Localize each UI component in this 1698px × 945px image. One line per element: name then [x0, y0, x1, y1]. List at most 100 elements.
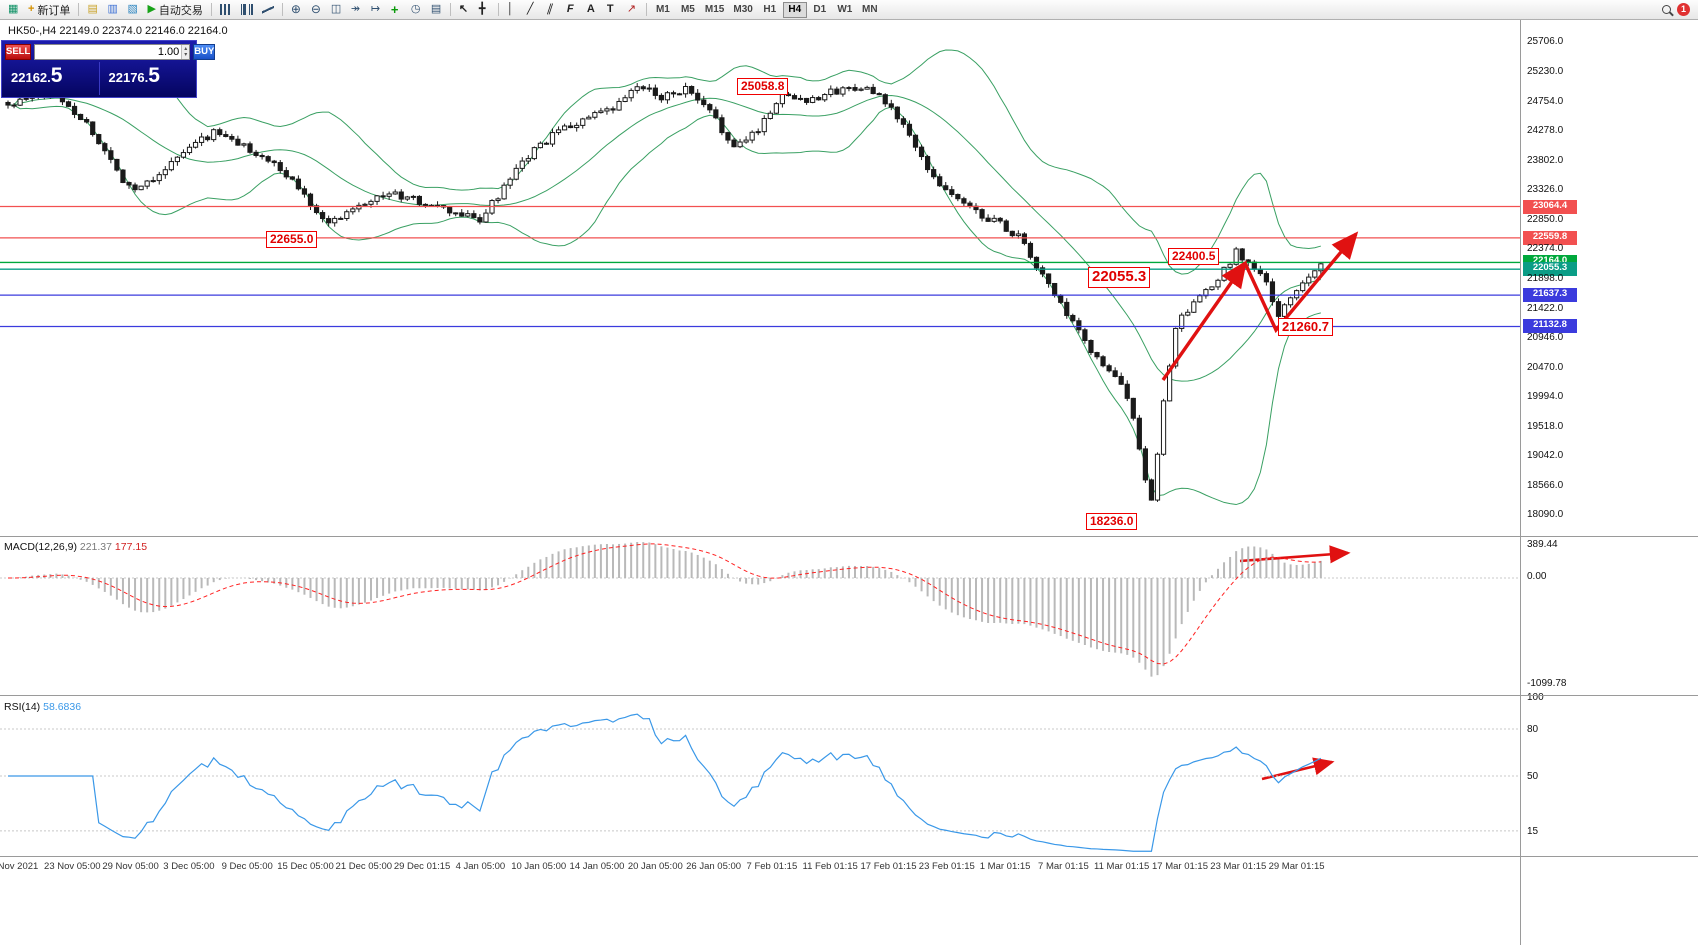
chart-shift-button[interactable]: ↦ [367, 1, 386, 18]
price-annotation[interactable]: 22400.5 [1168, 248, 1220, 265]
macd-histogram [13, 542, 1322, 677]
time-axis-label: 17 Feb 01:15 [860, 861, 917, 872]
vertical-line-button[interactable]: │ [503, 1, 522, 18]
zoom-out-button[interactable]: ⊖ [307, 1, 326, 18]
panel-separator[interactable] [0, 536, 1698, 537]
level-lines [0, 205, 1520, 328]
rsi-axis-label: 50 [1527, 771, 1539, 782]
rsi-axis-label: 15 [1527, 826, 1539, 837]
time-axis-label: 7 Mar 01:15 [1038, 861, 1089, 872]
timeframe-mn[interactable]: MN [858, 2, 882, 18]
timeframe-h4[interactable]: H4 [782, 1, 807, 18]
macd-signal-line [7, 543, 1321, 665]
text-icon: A [586, 3, 595, 15]
line-chart-button[interactable] [258, 1, 278, 18]
price-tick-label: 24278.0 [1527, 125, 1564, 137]
price-annotation[interactable]: 22055.3 [1088, 267, 1151, 288]
clock-icon: ◷ [410, 3, 421, 15]
auto-trading-button[interactable]: ▶ 自动交易 [143, 1, 206, 18]
timeframe-m30[interactable]: M30 [729, 2, 756, 18]
price-axis: 23064.4 22559.8 22164.0 22055.3 21637.3 21132… [1520, 20, 1698, 945]
templates-button[interactable]: ▤ [427, 1, 446, 18]
price-tick-label: 19042.0 [1527, 450, 1564, 462]
sell-price[interactable]: 22162.5 [2, 62, 100, 95]
price-tick-label: 23326.0 [1527, 184, 1564, 196]
new-order-button[interactable]: + 新订单 [24, 1, 74, 18]
price-annotation[interactable]: 22655.0 [266, 231, 318, 248]
macd-value-signal: 177.15 [114, 541, 148, 553]
trend-arrow [1243, 231, 1359, 334]
time-axis-label: 17 Mar 01:15 [1152, 861, 1208, 872]
market-watch-button[interactable]: ▤ [83, 1, 102, 18]
main-toolbar: ▦ + 新订单 ▤ ▥ ▧ ▶ 自动交易 ⊕ ⊖ ◫ ↠ ↦ + ◷ ▤ ↖ ╋ │… [0, 0, 1698, 20]
macd-panel-canvas[interactable] [0, 537, 1520, 696]
timeframe-m5[interactable]: M5 [676, 2, 700, 18]
price-line-badge: 22055.3 [1523, 262, 1577, 277]
bar-chart-button[interactable] [216, 1, 236, 18]
auto-scroll-button[interactable]: ↠ [347, 1, 366, 18]
rsi-panel-canvas[interactable] [0, 696, 1520, 857]
trendline-button[interactable]: ╱ [523, 1, 542, 18]
sell-button[interactable]: SELL [5, 43, 32, 60]
candlestick-chart-button[interactable] [237, 1, 257, 18]
price-tick-label: 24754.0 [1527, 95, 1564, 107]
time-axis-label: 21 Dec 05:00 [335, 861, 393, 872]
time-axis-label: 3 Dec 05:00 [163, 861, 215, 872]
tile-windows-button[interactable]: ◫ [327, 1, 346, 18]
time-axis-label: 23 Mar 01:15 [1210, 861, 1267, 872]
chart-window-button[interactable]: ▦ [4, 1, 23, 18]
buy-price[interactable]: 22176.5 [108, 64, 160, 87]
data-window-icon: ▥ [107, 3, 118, 15]
price-tick-label: 21422.0 [1527, 302, 1564, 314]
crosshair-button[interactable]: ╋ [475, 1, 494, 18]
macd-axis-label: -1099.78 [1527, 678, 1567, 689]
timeframe-m15[interactable]: M15 [701, 2, 728, 18]
macd-value-main: 221.37 [79, 541, 112, 553]
zoom-in-button[interactable]: ⊕ [287, 1, 306, 18]
volume-up-icon[interactable]: ▴ [184, 45, 188, 52]
buy-button[interactable]: BUY [193, 43, 216, 60]
rsi-indicator-label: RSI(14) 58.6836 [4, 701, 81, 713]
periods-button[interactable]: ◷ [407, 1, 426, 18]
cursor-button[interactable]: ↖ [455, 1, 474, 18]
fibonacci-button[interactable]: F [563, 1, 582, 18]
cursor-icon: ↖ [458, 3, 469, 15]
arrow-tool-button[interactable]: ↗ [623, 1, 642, 18]
price-annotation[interactable]: 18236.0 [1086, 513, 1138, 530]
time-axis-label: 23 Nov 05:00 [44, 861, 101, 872]
price-annotation[interactable]: 25058.8 [737, 78, 789, 95]
new-order-label: 新订单 [37, 4, 71, 17]
navigator-button[interactable]: ▧ [123, 1, 142, 18]
price-tick-label: 19518.0 [1527, 420, 1564, 432]
time-axis-label: 15 Dec 05:00 [277, 861, 334, 872]
macd-axis-label: 0.00 [1527, 571, 1547, 582]
search-icon[interactable] [1662, 5, 1671, 14]
add-indicator-button[interactable]: + [387, 1, 406, 18]
macd-indicator-label: MACD(12,26,9) 221.37 177.15 [4, 541, 147, 553]
price-tick-label: 20946.0 [1527, 332, 1564, 344]
data-window-button[interactable]: ▥ [103, 1, 122, 18]
time-axis-label: 4 Jan 05:00 [455, 861, 506, 872]
main-chart-canvas[interactable] [0, 20, 1520, 537]
price-tick-label: 21898.0 [1527, 272, 1564, 284]
panel-separator[interactable] [0, 695, 1698, 696]
volume-input[interactable] [35, 44, 182, 59]
notification-badge[interactable]: 1 [1677, 3, 1690, 16]
market-watch-icon: ▤ [87, 3, 98, 15]
volume-spinner: ▴ ▾ [181, 44, 190, 59]
text-tool-button[interactable]: A [583, 1, 602, 18]
trend-arrow [1161, 260, 1247, 381]
price-annotation[interactable]: 21260.7 [1278, 318, 1333, 337]
toolbar-separator [281, 3, 283, 16]
timeframe-w1[interactable]: W1 [833, 2, 857, 18]
rsi-line [8, 713, 1322, 852]
macd-name: MACD(12,26,9) [4, 541, 77, 553]
label-tool-button[interactable]: T [603, 1, 622, 18]
timeframe-d1[interactable]: D1 [808, 2, 832, 18]
timeframe-h1[interactable]: H1 [758, 2, 782, 18]
channel-button[interactable]: ∥ [543, 1, 562, 18]
timeframe-m1[interactable]: M1 [651, 2, 675, 18]
volume-down-icon[interactable]: ▾ [184, 51, 188, 58]
